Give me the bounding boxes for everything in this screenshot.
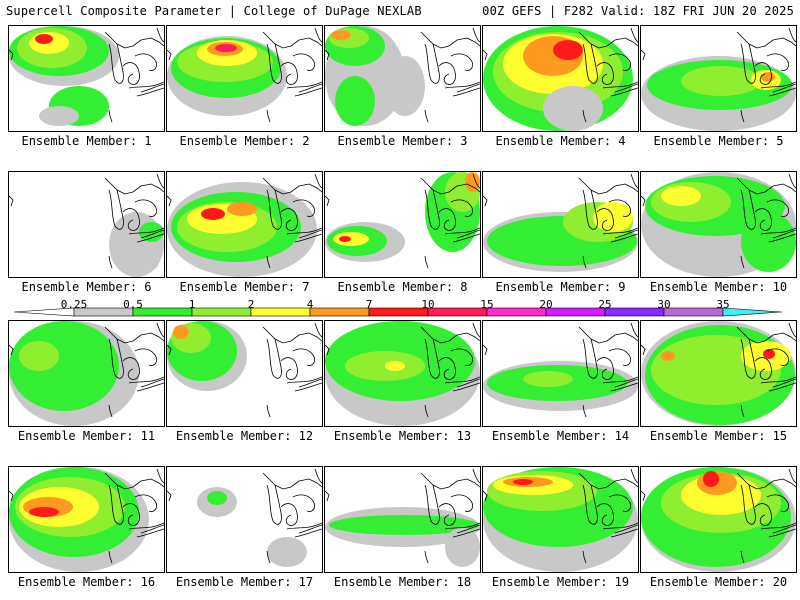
scp-field-map [9,467,164,572]
ensemble-map-panel-7 [166,171,323,278]
member-caption-9: Ensemble Member: 9 [495,280,626,294]
scp-field-map [325,321,480,426]
member-caption-6: Ensemble Member: 6 [21,280,152,294]
member-caption-5: Ensemble Member: 5 [653,134,784,148]
member-caption-7: Ensemble Member: 7 [179,280,310,294]
scp-field-map [167,173,322,277]
scp-field-map [641,172,796,277]
member-caption-2: Ensemble Member: 2 [179,134,310,148]
colorbar-swatch [545,307,606,317]
header-title-right: 00Z GEFS | F282 Valid: 18Z FRI JUN 20 20… [482,4,794,18]
colorbar [13,307,783,317]
ensemble-map-panel-3 [324,25,481,132]
ensemble-map-panel-9 [482,171,639,278]
member-caption-20: Ensemble Member: 20 [649,575,788,589]
ensemble-map-panel-4 [482,25,639,132]
member-caption-3: Ensemble Member: 3 [337,134,468,148]
colorbar-swatch [368,307,429,317]
colorbar-tick-label: 1 [188,298,196,311]
member-caption-11: Ensemble Member: 11 [17,429,156,443]
colorbar-swatch [486,307,547,317]
member-caption-12: Ensemble Member: 12 [175,429,314,443]
scp-field-map [641,467,796,572]
ensemble-map-panel-10 [640,171,797,278]
scp-field-map [9,26,164,126]
member-caption-10: Ensemble Member: 10 [649,280,788,294]
colorbar-tick-label: 7 [365,298,373,311]
colorbar-swatch [309,307,370,317]
scp-field-map [167,321,322,418]
colorbar-swatch [427,307,488,317]
member-caption-17: Ensemble Member: 17 [175,575,314,589]
scp-field-map [167,468,322,567]
ensemble-map-panel-16 [8,466,165,573]
ensemble-map-panel-8 [324,171,481,278]
scp-field-map [641,321,796,426]
member-caption-13: Ensemble Member: 13 [333,429,472,443]
colorbar-tick-label: 30 [657,298,671,311]
scp-field-map [483,173,638,272]
scp-field-map [325,468,480,567]
ensemble-map-panel-13 [324,320,481,427]
colorbar-tick-label: 20 [539,298,553,311]
colorbar-swatch [722,307,783,317]
colorbar-swatch [191,307,252,317]
ensemble-map-panel-17 [166,466,323,573]
scp-field-map [483,26,638,131]
colorbar-swatch [604,307,665,317]
member-caption-8: Ensemble Member: 8 [337,280,468,294]
colorbar-swatch [663,307,724,317]
scp-field-map [9,173,164,277]
colorbar-swatch [250,307,311,317]
colorbar-tick-label: 25 [598,298,612,311]
ensemble-map-panel-18 [324,466,481,573]
ensemble-map-panel-14 [482,320,639,427]
member-caption-19: Ensemble Member: 19 [491,575,630,589]
ensemble-map-panel-2 [166,25,323,132]
colorbar-tick-label: 2 [247,298,255,311]
ensemble-map-panel-19 [482,466,639,573]
scp-field-map [325,172,480,269]
ensemble-map-panel-5 [640,25,797,132]
ensemble-map-panel-1 [8,25,165,132]
scp-field-map [325,26,480,126]
scp-field-map [167,27,322,123]
scp-field-map [483,467,638,572]
colorbar-tick-label: 35 [716,298,730,311]
ensemble-map-panel-6 [8,171,165,278]
colorbar-tick-label: 0.25 [60,298,88,311]
colorbar-tick-label: 10 [421,298,435,311]
ensemble-map-panel-11 [8,320,165,427]
colorbar-tick-label: 4 [306,298,314,311]
scp-field-map [483,322,638,418]
colorbar-tick-label: 15 [480,298,494,311]
ensemble-map-panel-12 [166,320,323,427]
colorbar-tick-label: 0.5 [123,298,143,311]
header-title-left: Supercell Composite Parameter | College … [6,4,422,18]
scp-field-map [9,321,164,426]
ensemble-map-panel-15 [640,320,797,427]
member-caption-15: Ensemble Member: 15 [649,429,788,443]
member-caption-14: Ensemble Member: 14 [491,429,630,443]
member-caption-1: Ensemble Member: 1 [21,134,152,148]
member-caption-16: Ensemble Member: 16 [17,575,156,589]
member-caption-18: Ensemble Member: 18 [333,575,472,589]
member-caption-4: Ensemble Member: 4 [495,134,626,148]
ensemble-map-panel-20 [640,466,797,573]
scp-field-map [641,27,796,131]
